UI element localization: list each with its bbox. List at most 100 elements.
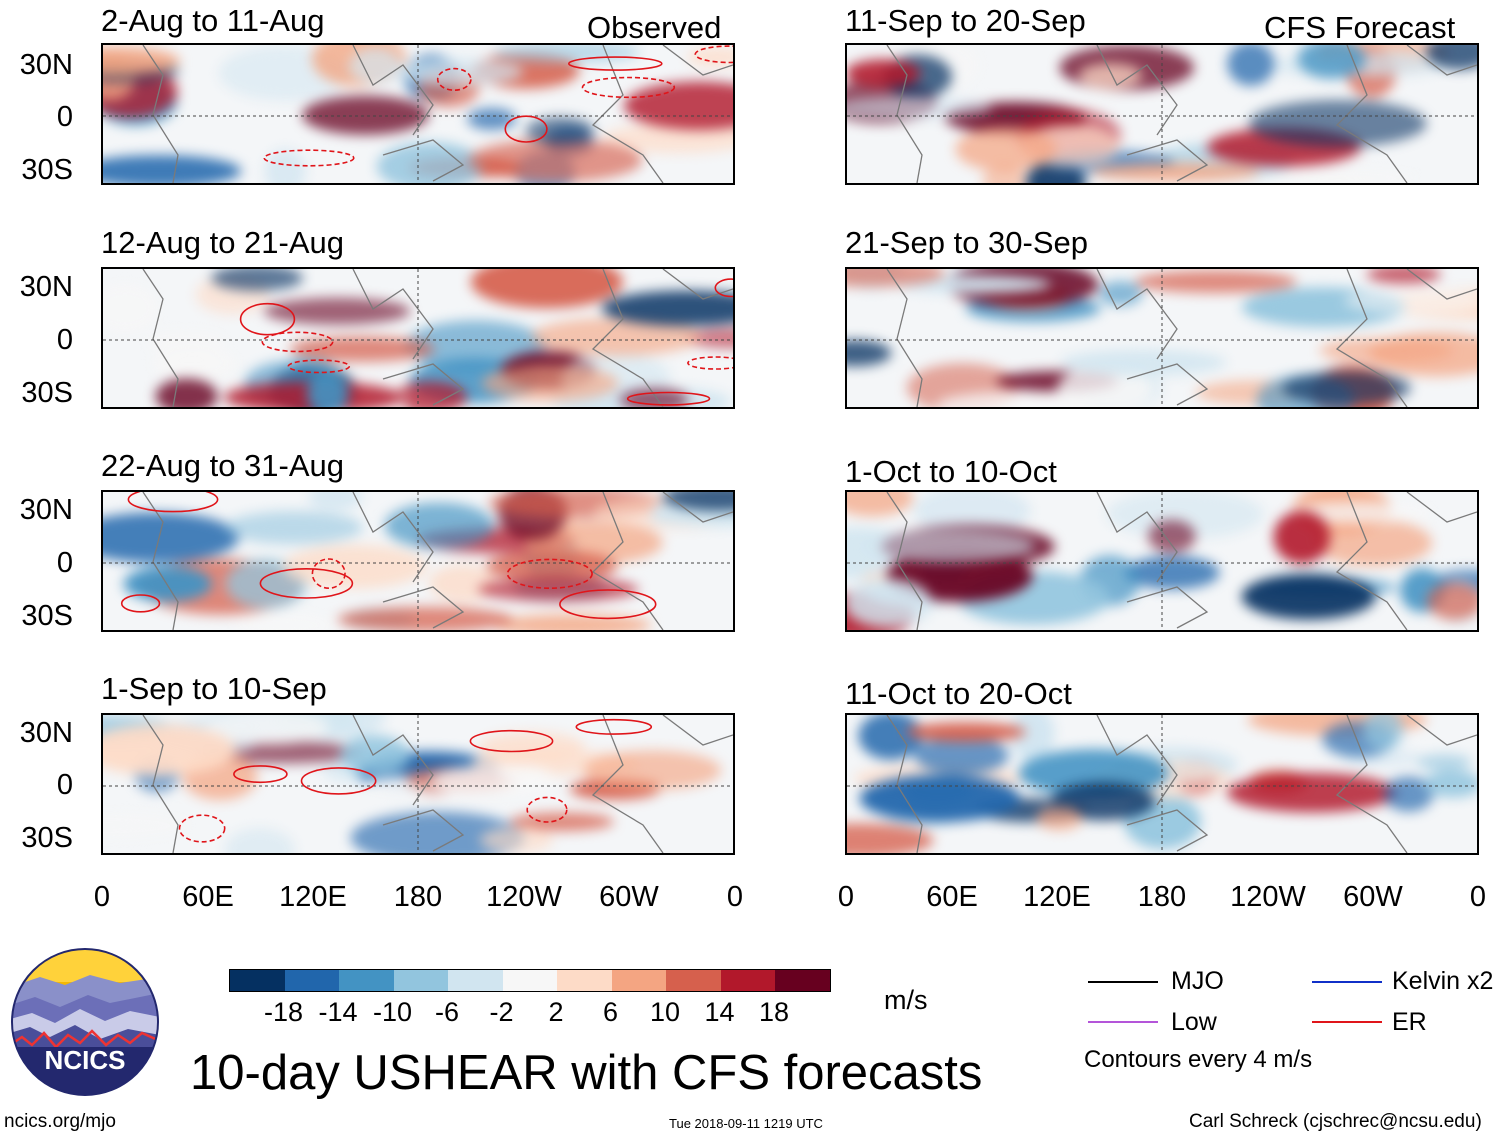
shear-anomaly-blob <box>103 155 242 183</box>
coastline <box>1126 363 1209 406</box>
shear-anomaly-blob <box>1366 269 1441 284</box>
coastline <box>591 269 664 407</box>
er-contour <box>311 558 346 590</box>
er-contour <box>300 767 377 795</box>
er-contour <box>261 331 334 353</box>
coastline <box>382 586 465 629</box>
shear-anomaly-blob <box>429 764 558 796</box>
colorbar-tick: -2 <box>489 997 514 1027</box>
er-contour <box>687 356 733 370</box>
period-title: 1-Oct to 10-Oct <box>845 454 1057 489</box>
coastline <box>886 492 923 630</box>
coastline <box>662 492 733 523</box>
ncics-logo: NCICS <box>11 948 159 1096</box>
panel-observed-1 <box>101 43 735 185</box>
shear-anomaly-blob <box>858 715 924 760</box>
lat-tick: 30S <box>21 600 73 632</box>
shear-anomaly-blob <box>1106 492 1264 539</box>
lat-tick: 0 <box>56 324 73 356</box>
lat-tick: 30N <box>19 271 73 303</box>
shear-anomaly-blob <box>847 340 892 367</box>
shear-anomaly-blob <box>145 329 227 354</box>
er-contour <box>526 796 568 823</box>
shear-anomaly-blob <box>1241 573 1376 620</box>
coastline <box>591 45 664 183</box>
anomaly-map <box>847 45 1477 183</box>
coastline <box>886 269 923 407</box>
er-contour <box>127 492 219 513</box>
footer-timestamp: Tue 2018-09-11 1219 UTC <box>669 1116 823 1131</box>
lon-tick: 180 <box>393 881 443 913</box>
period-title: 2-Aug to 11-Aug <box>101 3 325 38</box>
panel-observed-3 <box>101 490 735 632</box>
footer-author: Carl Schreck (cjschrec@ncsu.edu) <box>1189 1111 1482 1132</box>
coastline <box>352 715 434 806</box>
shear-anomaly-blob <box>486 550 618 583</box>
low-legend-label: Low <box>1171 1008 1217 1036</box>
er-contour <box>559 589 657 620</box>
shear-anomaly-blob <box>264 149 306 183</box>
coastline <box>1406 715 1477 746</box>
shear-anomaly-blob <box>155 378 218 407</box>
coastline <box>1406 45 1477 76</box>
coastline <box>1406 492 1477 523</box>
coastline <box>352 269 434 360</box>
colorbar-tick: 10 <box>649 997 681 1027</box>
shear-anomaly-blob <box>1036 805 1083 831</box>
shear-anomaly-blob <box>233 611 336 630</box>
coastline <box>352 45 434 136</box>
shear-anomaly-blob <box>429 564 498 603</box>
shear-anomaly-blob <box>103 283 158 333</box>
mjo-legend-line <box>1088 981 1158 983</box>
shear-anomaly-blob <box>493 45 640 63</box>
shear-anomaly-blob <box>302 95 429 135</box>
logo-text: NCICS <box>45 1045 126 1075</box>
panel-observed-2 <box>101 267 735 409</box>
colorbar-swatch <box>775 970 830 991</box>
panel-forecast-4 <box>845 713 1479 855</box>
shear-anomaly-blob <box>1344 287 1477 315</box>
colorbar-swatch <box>666 970 721 991</box>
er-contour <box>506 558 593 590</box>
colorbar-swatch <box>557 970 612 991</box>
lon-tick: 60E <box>926 881 978 913</box>
shear-anomaly-blob <box>384 502 495 549</box>
shear-anomaly-blob <box>602 123 733 154</box>
anomaly-map <box>847 269 1477 407</box>
shear-anomaly-blob <box>1423 770 1477 798</box>
shear-anomaly-blob <box>509 812 615 832</box>
shear-anomaly-blob <box>337 606 514 630</box>
lon-tick: 0 <box>93 881 111 913</box>
colorbar-tick: -18 <box>263 997 304 1027</box>
shear-anomaly-blob <box>494 613 652 630</box>
panel-forecast-3 <box>845 490 1479 632</box>
coastline <box>662 715 733 746</box>
coastline <box>142 45 179 183</box>
coastline <box>1096 269 1178 360</box>
colorbar-tick: 18 <box>758 997 790 1027</box>
period-title: 1-Sep to 10-Sep <box>101 671 327 706</box>
shear-anomaly-blob <box>847 492 914 517</box>
shear-anomaly-blob <box>955 126 1057 172</box>
shear-anomaly-blob <box>478 731 585 762</box>
coastline <box>142 715 179 853</box>
footer-url[interactable]: ncics.org/mjo <box>4 1111 116 1132</box>
shear-anomaly-blob <box>1363 715 1404 750</box>
coastline <box>382 139 465 182</box>
lat-tick: 0 <box>56 547 73 579</box>
lat-tick: 30S <box>21 822 73 854</box>
er-contour <box>694 45 733 64</box>
shear-anomaly-blob <box>648 509 733 527</box>
shear-anomaly-blob <box>1134 270 1297 293</box>
lon-tick: 0 <box>726 881 744 913</box>
coastline <box>1335 492 1408 630</box>
shear-anomaly-blob <box>1090 162 1260 182</box>
er-contour <box>714 278 733 298</box>
anomaly-map <box>103 715 733 853</box>
lon-tick: 60W <box>599 881 659 913</box>
er-legend-line <box>1312 1021 1382 1023</box>
period-title: 12-Aug to 21-Aug <box>101 225 345 260</box>
coastline <box>1335 715 1408 853</box>
shear-anomaly-blob <box>468 138 643 182</box>
shear-anomaly-blob <box>847 59 921 87</box>
